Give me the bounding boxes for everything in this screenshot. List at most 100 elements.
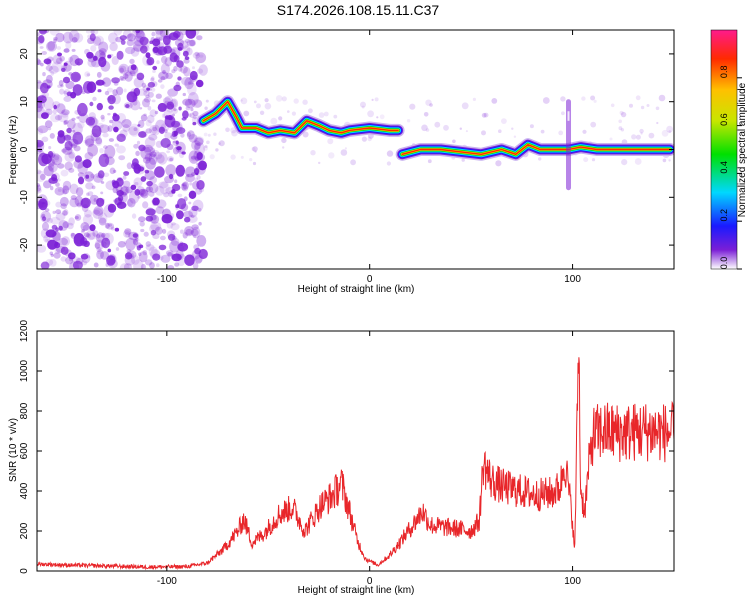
noise-point xyxy=(194,254,204,263)
noise-point xyxy=(90,128,102,141)
noise-point xyxy=(102,81,106,85)
noise-point xyxy=(48,65,59,74)
noise-point xyxy=(93,198,97,202)
noise-point xyxy=(171,130,177,138)
noise-point xyxy=(143,231,149,237)
noise-point xyxy=(190,229,199,237)
noise-point xyxy=(129,58,135,65)
noise-point xyxy=(165,215,174,221)
noise-point xyxy=(166,101,175,110)
noise-point xyxy=(42,72,46,77)
noise-point xyxy=(59,55,65,62)
noise-point xyxy=(82,81,93,94)
noise-point xyxy=(95,79,105,86)
snr-y-tick-label: 600 xyxy=(19,442,30,459)
noise-point xyxy=(171,113,175,117)
noise-point xyxy=(53,252,61,259)
noise-point xyxy=(101,232,110,240)
noise-point xyxy=(51,224,58,230)
noise-point xyxy=(116,190,124,197)
noise-point xyxy=(161,55,168,64)
noise-point xyxy=(328,152,335,159)
snr-y-tick-label: 0 xyxy=(19,568,30,574)
noise-point xyxy=(52,231,62,242)
noise-point xyxy=(47,41,56,51)
noise-point xyxy=(152,69,156,73)
noise-point xyxy=(177,47,183,51)
noise-point xyxy=(133,177,143,188)
colorbar-tick-label: 0.4 xyxy=(719,161,729,174)
noise-point xyxy=(157,102,167,112)
noise-point xyxy=(118,198,124,205)
noise-point xyxy=(193,99,203,108)
noise-point xyxy=(111,56,119,65)
noise-point xyxy=(92,230,99,237)
noise-point xyxy=(170,107,178,115)
noise-point xyxy=(137,124,141,127)
noise-point xyxy=(191,140,201,151)
noise-point xyxy=(177,76,182,81)
noise-point xyxy=(100,181,105,184)
noise-point xyxy=(103,145,108,149)
noise-point xyxy=(190,155,197,160)
noise-point xyxy=(120,185,130,196)
noise-point xyxy=(118,155,126,161)
noise-point xyxy=(170,223,180,231)
noise-point xyxy=(47,163,55,171)
noise-point xyxy=(60,84,64,88)
noise-point xyxy=(173,65,178,72)
noise-point xyxy=(194,51,200,57)
noise-point xyxy=(666,125,673,133)
noise-point xyxy=(52,153,56,156)
noise-point xyxy=(85,30,92,34)
noise-point xyxy=(111,94,121,105)
noise-point xyxy=(68,217,75,226)
noise-point xyxy=(53,38,57,44)
noise-point xyxy=(57,188,62,192)
noise-point xyxy=(184,39,191,43)
noise-point xyxy=(93,262,99,268)
noise-point xyxy=(189,253,195,259)
noise-point xyxy=(157,46,168,56)
noise-point xyxy=(149,224,160,234)
noise-point xyxy=(42,222,49,231)
noise-point xyxy=(104,145,116,159)
noise-point xyxy=(175,140,179,145)
noise-point xyxy=(256,103,261,109)
noise-point xyxy=(560,96,566,102)
noise-point xyxy=(98,48,107,56)
noise-point xyxy=(71,117,76,121)
noise-point xyxy=(37,125,49,134)
noise-point xyxy=(127,197,136,208)
colorbar-tick-label: 0.6 xyxy=(719,113,729,126)
noise-point xyxy=(70,195,77,201)
noise-point xyxy=(333,114,338,119)
noise-point xyxy=(126,39,134,46)
noise-point xyxy=(501,118,507,124)
noise-point xyxy=(143,90,150,97)
noise-point xyxy=(142,201,149,209)
noise-point xyxy=(145,208,156,216)
noise-point xyxy=(139,221,145,227)
noise-point xyxy=(178,106,182,111)
noise-point xyxy=(73,33,84,43)
noise-point xyxy=(109,119,114,124)
noise-point xyxy=(66,127,72,134)
noise-point xyxy=(108,105,114,110)
noise-point xyxy=(55,57,63,65)
noise-point xyxy=(147,81,156,88)
noise-point xyxy=(51,61,63,72)
noise-point xyxy=(538,157,542,161)
noise-point xyxy=(151,124,161,136)
noise-point xyxy=(48,69,52,73)
noise-point xyxy=(166,156,175,162)
noise-point xyxy=(84,138,95,148)
noise-point xyxy=(37,32,40,36)
noise-point xyxy=(668,130,672,134)
noise-point xyxy=(175,164,185,177)
noise-point xyxy=(97,250,102,255)
noise-point xyxy=(143,97,151,103)
noise-point xyxy=(635,134,641,140)
noise-point xyxy=(108,138,114,142)
noise-point xyxy=(53,153,60,161)
